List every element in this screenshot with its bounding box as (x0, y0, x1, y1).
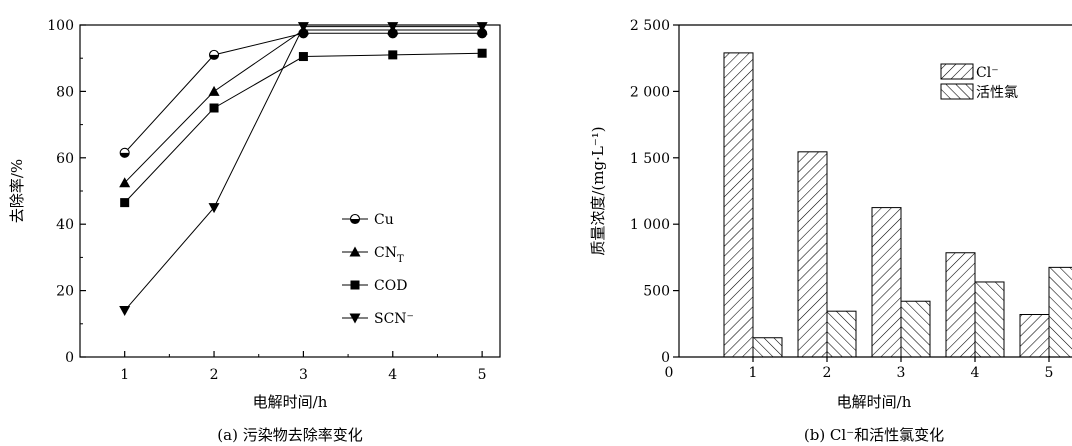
legend-label: Cl⁻ (976, 65, 999, 81)
bar (826, 310, 857, 358)
legend-swatch (940, 63, 974, 80)
data-point (208, 85, 220, 96)
legend-marker (349, 213, 361, 225)
data-point (208, 49, 220, 60)
y-tick-label: 1 500 (630, 151, 670, 167)
y-tick-label: 0 (661, 350, 670, 366)
bar (900, 300, 931, 358)
x-tick-label: 4 (388, 367, 397, 383)
y-tick-label: 500 (643, 284, 670, 300)
y-tick-label: 100 (47, 18, 74, 34)
legend-label: COD (374, 278, 407, 294)
legend-swatch (940, 83, 974, 100)
data-point (119, 306, 131, 317)
legend-marker (350, 280, 360, 290)
y-tick-label: 2 000 (630, 84, 670, 100)
legend-label: 活性氯 (976, 85, 1018, 101)
chart-a-ticks: 0 20 40 60 80 100 1 2 3 4 5 (47, 18, 486, 383)
y-tick-label: 0 (65, 350, 74, 366)
chart-a-legend: Cu CNT COD SCN⁻ (342, 212, 414, 327)
legend-marker (349, 313, 361, 324)
chart-b-caption: (b) Cl⁻和活性氯变化 (804, 426, 944, 444)
series-line (124, 26, 483, 311)
x-tick-label: 1 (749, 365, 758, 381)
data-point (477, 48, 487, 58)
bar (1019, 314, 1050, 358)
x-tick-label: 2 (823, 365, 832, 381)
chart-b-x-axis-label: 电解时间/h (837, 393, 912, 411)
y-tick-label: 60 (56, 151, 74, 167)
chart-a-x-axis-label: 电解时间/h (253, 393, 328, 411)
data-point (120, 198, 130, 208)
chart-b-y-axis-label: 质量浓度/(mg·L⁻¹) (589, 126, 607, 255)
legend-marker (349, 246, 361, 257)
bar (723, 52, 754, 358)
y-tick-label: 1 000 (630, 217, 670, 233)
chart-a-plot-frame (79, 24, 501, 358)
data-point (476, 22, 488, 33)
bar (797, 151, 828, 358)
chart-a: 0 20 40 60 80 100 1 2 3 4 5 Cu CNT COD SCN⁻ 电解时间/h 去除… (8, 18, 501, 444)
chart-a-y-axis-label: 去除率/% (8, 159, 26, 223)
series-line (124, 32, 483, 154)
chart-b-legend: Cl⁻ 活性氯 (940, 63, 1018, 101)
bar (945, 252, 976, 358)
y-tick-label: 40 (56, 217, 74, 233)
x-tick-label: 0 (665, 365, 674, 381)
y-tick-label: 80 (56, 84, 74, 100)
bar (752, 337, 783, 358)
chart-b-bars (723, 52, 1072, 358)
x-tick-label: 2 (210, 367, 219, 383)
legend-label: SCN⁻ (374, 311, 414, 327)
data-point (297, 22, 309, 33)
x-tick-label: 4 (971, 365, 980, 381)
chart-a-series (119, 22, 488, 317)
data-point (209, 103, 219, 113)
x-tick-label: 3 (299, 367, 308, 383)
y-tick-label: 2 500 (630, 18, 670, 34)
x-tick-label: 5 (478, 367, 487, 383)
data-point (387, 22, 399, 33)
bar (871, 207, 902, 358)
data-point (119, 147, 130, 158)
legend-label: Cu (374, 212, 394, 228)
bar (1048, 266, 1072, 358)
y-tick-label: 20 (56, 284, 74, 300)
data-point (119, 177, 131, 188)
data-point (298, 52, 308, 62)
x-tick-label: 5 (1045, 365, 1054, 381)
data-point (208, 203, 220, 214)
x-tick-label: 3 (897, 365, 906, 381)
legend-label: CNT (374, 245, 404, 265)
chart-b: 0 500 1 000 1 500 2 000 2 500 0 1 2 3 4 5 Cl⁻ 活性氯 电解… (589, 18, 1072, 444)
bar (974, 281, 1005, 358)
chart-b-ticks: 0 500 1 000 1 500 2 000 2 500 0 1 2 3 4 5 (630, 18, 1054, 381)
chart-a-caption: (a) 污染物去除率变化 (217, 426, 362, 444)
data-point (388, 50, 398, 60)
x-tick-label: 1 (120, 367, 129, 383)
